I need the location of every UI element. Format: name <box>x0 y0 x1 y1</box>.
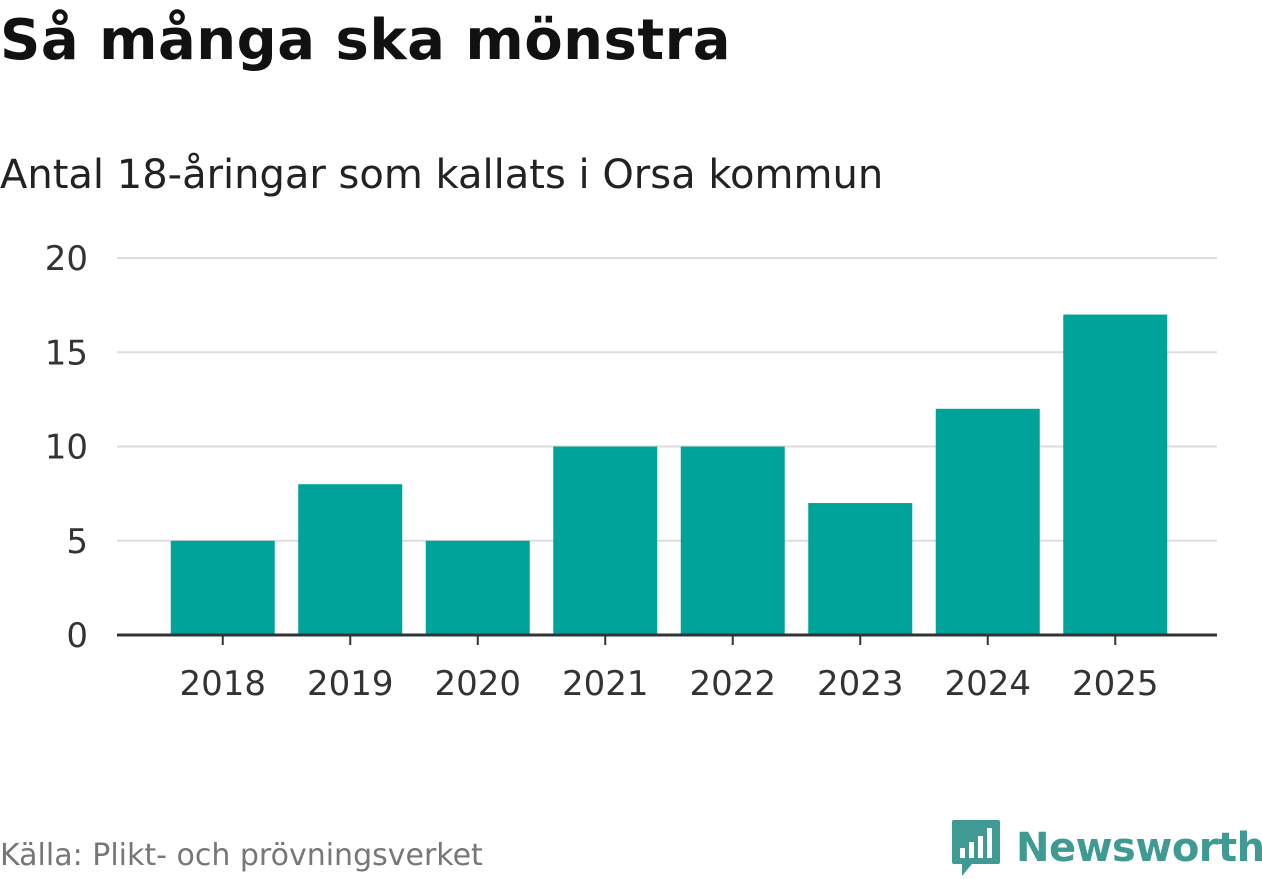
x-tick-label-2023: 2023 <box>817 664 904 704</box>
bar-2020 <box>425 540 530 635</box>
x-tick-label-2025: 2025 <box>1072 664 1159 704</box>
y-tick-label-15: 15 <box>45 333 88 373</box>
x-tick-label-2022: 2022 <box>689 664 776 704</box>
y-tick-label-10: 10 <box>45 428 88 468</box>
bar-2025 <box>1063 314 1168 635</box>
bar-2021 <box>553 446 658 635</box>
x-tick-label-2020: 2020 <box>434 664 521 704</box>
brand-name: Newsworthy <box>1016 825 1262 871</box>
chart-title: Så många ska mönstra <box>0 8 732 73</box>
bar-2022 <box>680 446 785 635</box>
x-tick-label-2021: 2021 <box>562 664 649 704</box>
chart-subtitle: Antal 18-åringar som kallats i Orsa komm… <box>0 152 884 198</box>
y-tick-label-0: 0 <box>66 616 88 656</box>
bar-2019 <box>298 484 403 635</box>
y-tick-label-5: 5 <box>66 522 88 562</box>
x-tick-label-2024: 2024 <box>944 664 1031 704</box>
brand-logo: Newsworthy <box>950 818 1262 878</box>
x-tick-label-2018: 2018 <box>179 664 266 704</box>
bar-2018 <box>170 540 275 635</box>
source-note: Källa: Plikt- och prövningsverket <box>0 838 483 873</box>
chart-bubble-icon <box>952 820 1000 876</box>
y-tick-label-20: 20 <box>45 239 88 279</box>
bar-2024 <box>935 408 1040 635</box>
x-tick-label-2019: 2019 <box>307 664 394 704</box>
bar-2023 <box>808 503 913 635</box>
